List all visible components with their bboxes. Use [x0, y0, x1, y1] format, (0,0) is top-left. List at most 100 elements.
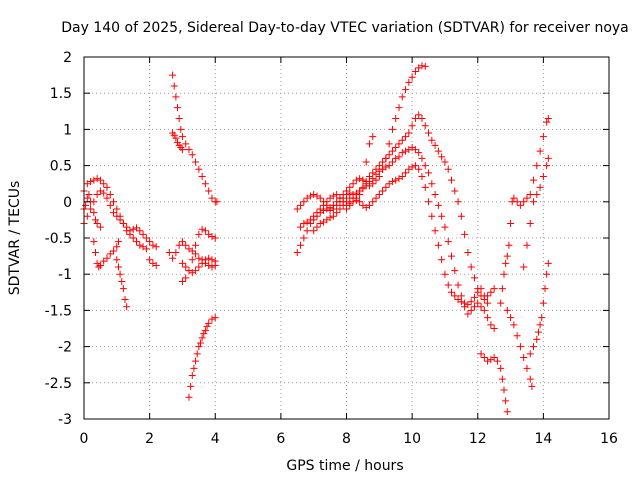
data-point: [310, 212, 318, 220]
data-points: [80, 62, 552, 416]
data-point: [113, 256, 121, 264]
series-arc-7: [169, 129, 186, 154]
data-point: [208, 315, 216, 323]
data-point: [100, 189, 108, 197]
data-point: [146, 256, 154, 264]
data-point: [441, 223, 449, 231]
data-point: [464, 248, 472, 256]
data-point: [110, 198, 118, 206]
data-point: [526, 375, 534, 383]
data-point: [451, 267, 459, 275]
data-point: [487, 288, 495, 296]
data-point: [369, 133, 377, 141]
data-point: [126, 227, 134, 235]
data-point: [470, 274, 478, 282]
data-point: [205, 319, 213, 327]
data-point: [434, 241, 442, 249]
data-point: [467, 306, 475, 314]
data-point: [398, 172, 406, 180]
data-point: [395, 140, 403, 148]
data-point: [178, 238, 186, 246]
data-point: [533, 191, 541, 199]
data-point: [90, 238, 98, 246]
data-point: [113, 243, 121, 251]
data-point: [300, 198, 308, 206]
data-point: [470, 303, 478, 311]
data-point: [544, 154, 552, 162]
data-point: [188, 247, 196, 255]
y-tick-label: 2: [63, 50, 72, 66]
data-point: [392, 176, 400, 184]
data-point: [187, 382, 195, 390]
data-point: [85, 191, 93, 199]
data-point: [352, 176, 360, 184]
data-point: [431, 141, 439, 149]
data-point: [428, 136, 436, 144]
data-point: [129, 234, 137, 242]
x-tick-label: 14: [534, 431, 552, 447]
data-point: [520, 198, 528, 206]
data-point: [110, 209, 118, 217]
data-point: [530, 176, 538, 184]
data-point: [192, 241, 200, 249]
data-point: [313, 223, 321, 231]
data-point: [448, 288, 455, 296]
y-tick-label: 1.5: [50, 86, 72, 102]
data-point: [498, 285, 506, 293]
data-point: [192, 158, 200, 166]
data-point: [165, 248, 173, 256]
data-point: [343, 187, 350, 195]
data-point: [114, 263, 122, 271]
data-point: [544, 115, 552, 123]
data-point: [174, 104, 182, 112]
data-point: [490, 353, 498, 361]
data-point: [188, 372, 196, 380]
series-arc-8: [165, 238, 219, 271]
data-point: [178, 259, 186, 267]
data-point: [503, 306, 511, 314]
data-point: [306, 192, 314, 200]
data-point: [408, 73, 416, 81]
data-point: [372, 170, 380, 178]
data-point: [464, 301, 472, 309]
data-point: [513, 198, 521, 206]
data-point: [441, 270, 449, 278]
data-point: [431, 227, 439, 235]
data-point: [320, 201, 328, 209]
data-point: [541, 285, 549, 293]
data-point: [379, 187, 387, 195]
data-point: [90, 176, 98, 184]
data-point: [388, 125, 396, 133]
data-point: [95, 263, 103, 271]
data-point: [526, 220, 534, 228]
y-tick-label: -1.5: [45, 303, 72, 319]
series-arc-10: [178, 254, 219, 277]
x-tick-label: 12: [469, 431, 487, 447]
data-point: [434, 147, 442, 155]
data-point: [480, 292, 488, 300]
data-point: [421, 162, 429, 170]
data-point: [474, 288, 482, 296]
data-point: [182, 274, 190, 282]
data-point: [441, 158, 449, 166]
data-point: [385, 140, 393, 148]
data-point: [110, 247, 118, 255]
data-point: [152, 243, 160, 251]
data-point: [195, 254, 203, 262]
data-point: [369, 198, 377, 206]
data-point: [356, 198, 364, 206]
data-point: [503, 408, 511, 416]
data-point: [316, 220, 324, 228]
data-point: [536, 183, 544, 191]
data-point: [297, 241, 305, 249]
data-point: [152, 262, 160, 270]
data-point: [388, 178, 396, 186]
data-point: [461, 299, 469, 307]
data-point: [170, 82, 178, 90]
data-point: [193, 350, 201, 358]
data-point: [448, 252, 455, 260]
data-point: [418, 154, 426, 162]
data-point: [310, 191, 318, 199]
data-point: [333, 209, 341, 217]
data-point: [100, 180, 108, 188]
